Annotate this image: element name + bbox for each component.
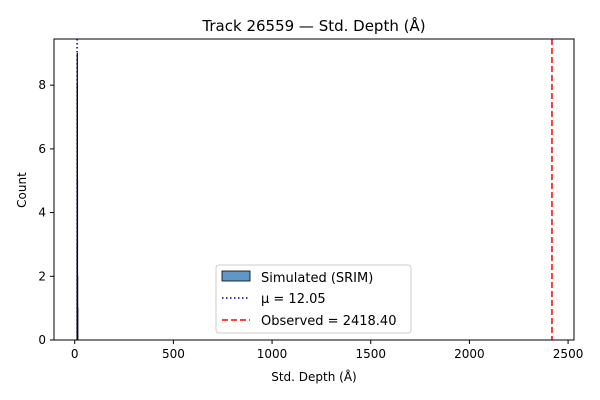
legend-label-observed: Observed = 2418.40 — [261, 314, 396, 329]
x-tick-label-3: 1500 — [355, 347, 386, 361]
x-tick-label-1: 500 — [162, 347, 185, 361]
legend: Simulated (SRIM) μ = 12.05 Observed = 24… — [215, 264, 412, 334]
legend-box — [215, 264, 412, 334]
y-axis: 0 2 4 6 8 — [38, 78, 54, 347]
x-axis: 0 500 1000 1500 2000 2500 — [71, 340, 583, 361]
plot-frame — [53, 38, 575, 341]
y-tick-label-2: 4 — [38, 206, 46, 220]
x-tick-label-0: 0 — [71, 347, 79, 361]
x-tick-label-2: 1000 — [257, 347, 288, 361]
x-tick-label-5: 2500 — [553, 347, 584, 361]
legend-swatch-histogram — [221, 270, 251, 282]
y-tick-label-0: 0 — [38, 333, 46, 347]
y-tick-label-1: 2 — [38, 269, 46, 283]
legend-label-histogram: Simulated (SRIM) — [261, 271, 373, 286]
x-axis-label: Std. Depth (Å) — [271, 369, 357, 384]
y-tick-label-3: 6 — [38, 142, 46, 156]
y-tick-label-4: 8 — [38, 78, 46, 92]
plot-area — [76, 39, 553, 341]
y-axis-label: Count — [15, 172, 29, 208]
legend-label-mean: μ = 12.05 — [261, 292, 326, 307]
chart-title: Track 26559 — Std. Depth (Å) — [201, 16, 425, 35]
x-tick-label-4: 2000 — [454, 347, 485, 361]
